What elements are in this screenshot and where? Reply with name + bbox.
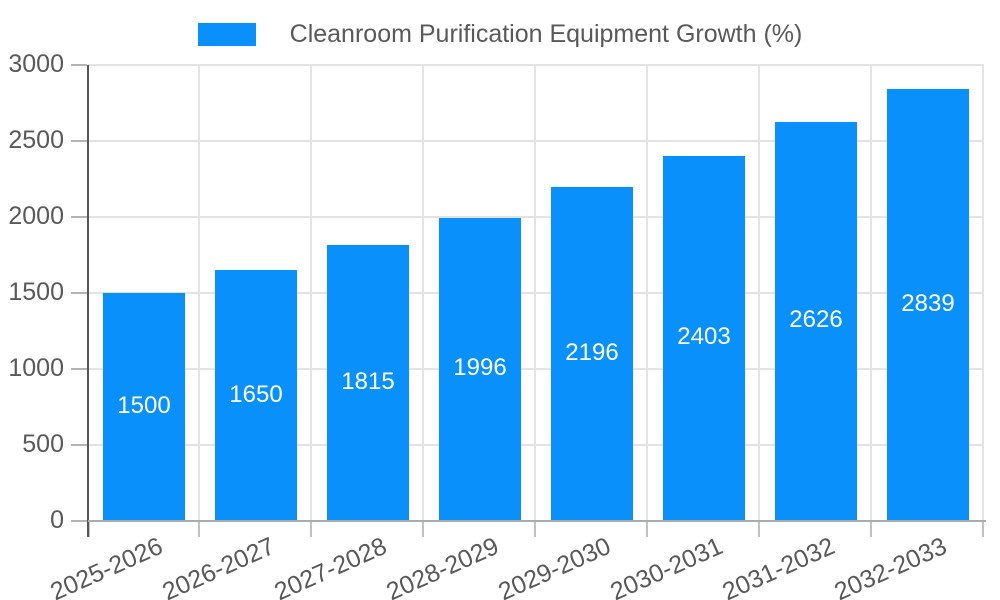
x-tick-mark [982, 521, 984, 537]
x-axis-tick-label: 2028-2029 [382, 532, 504, 600]
h-gridline [88, 64, 984, 66]
v-gridline [310, 65, 312, 521]
y-axis-tick-label: 2500 [8, 126, 64, 154]
v-gridline [982, 65, 984, 521]
y-axis-tick-label: 500 [22, 430, 64, 458]
plot-area: 1500 1650 1815 1996 2196 2403 2626 2839 [88, 64, 984, 521]
bar[interactable] [103, 293, 185, 521]
y-axis-tick-label: 1500 [8, 278, 64, 306]
v-gridline [534, 65, 536, 521]
y-axis-tick-label: 1000 [8, 354, 64, 382]
x-tick-mark [310, 521, 312, 537]
x-axis-tick-label: 2027-2028 [270, 532, 392, 600]
y-tick-mark [71, 64, 87, 66]
x-axis-tick-label: 2025-2026 [46, 532, 168, 600]
x-tick-mark [646, 521, 648, 537]
v-gridline [198, 65, 200, 521]
y-tick-mark [71, 216, 87, 218]
y-tick-mark [71, 520, 87, 522]
h-gridline [88, 444, 984, 446]
chart-legend: Cleanroom Purification Equipment Growth … [0, 20, 1000, 49]
legend-label: Cleanroom Purification Equipment Growth … [289, 20, 803, 48]
bar[interactable] [439, 217, 521, 521]
bar[interactable] [327, 245, 409, 521]
x-axis-line [88, 520, 986, 522]
x-tick-mark [534, 521, 536, 537]
x-axis-tick-label: 2029-2030 [494, 532, 616, 600]
h-gridline [88, 216, 984, 218]
h-gridline [88, 140, 984, 142]
y-tick-mark [71, 292, 87, 294]
h-gridline [88, 368, 984, 370]
y-axis-tick-label: 3000 [8, 50, 64, 78]
x-axis-tick-label: 2031-2032 [718, 532, 840, 600]
legend-swatch-icon [197, 23, 256, 46]
v-gridline [758, 65, 760, 521]
x-axis-tick-label: 2032-2033 [830, 532, 952, 600]
y-tick-mark [71, 368, 87, 370]
x-axis-tick-label: 2030-2031 [606, 532, 728, 600]
y-tick-mark [71, 140, 87, 142]
y-axis-tick-label: 0 [50, 506, 64, 534]
x-tick-mark [422, 521, 424, 537]
bar[interactable] [663, 155, 745, 521]
y-axis-line [87, 65, 89, 537]
x-axis-tick-label: 2026-2027 [158, 532, 280, 600]
bar[interactable] [551, 187, 633, 521]
y-axis-tick-label: 2000 [8, 202, 64, 230]
y-tick-mark [71, 444, 87, 446]
bar[interactable] [215, 270, 297, 521]
h-gridline [88, 292, 984, 294]
v-gridline [646, 65, 648, 521]
v-gridline [422, 65, 424, 521]
x-tick-mark [870, 521, 872, 537]
x-tick-mark [198, 521, 200, 537]
legend-item-series[interactable]: Cleanroom Purification Equipment Growth … [197, 20, 803, 49]
v-gridline [870, 65, 872, 521]
x-tick-mark [758, 521, 760, 537]
bar[interactable] [775, 121, 857, 521]
x-tick-mark [88, 521, 90, 537]
bar[interactable] [887, 89, 969, 521]
